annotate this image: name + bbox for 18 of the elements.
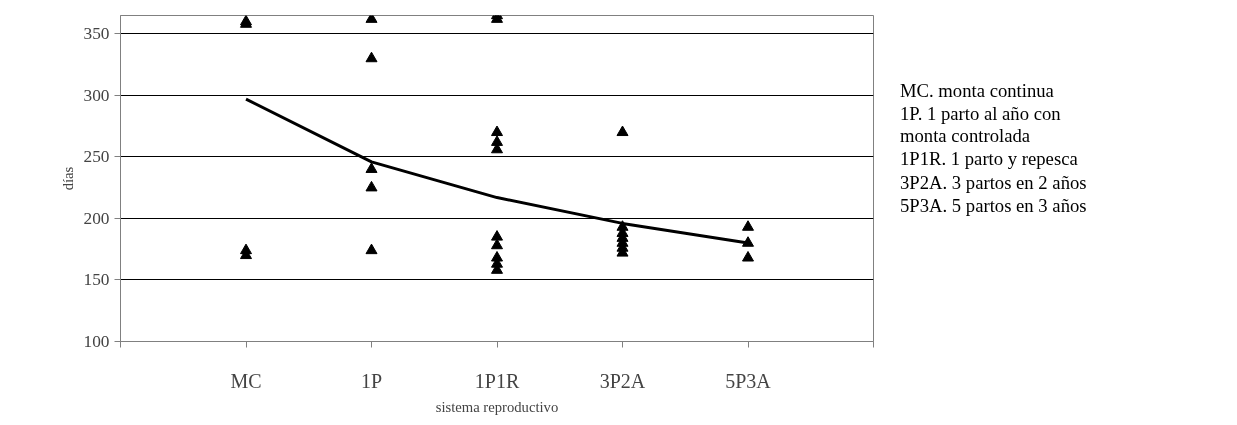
x-tick-label: MC bbox=[230, 369, 262, 392]
x-tick-label: 3P2A bbox=[599, 369, 646, 392]
x-tick-label: 1P1R bbox=[474, 369, 520, 392]
y-tick-label: 200 bbox=[83, 208, 110, 228]
y-axis-title: días bbox=[59, 166, 76, 191]
x-tick-label: 1P bbox=[360, 369, 383, 392]
text: 1P. 1 parto al año con monta controlada bbox=[900, 103, 1062, 147]
y-tick-label: 350 bbox=[83, 24, 110, 44]
x-tick-label: 5P3A bbox=[725, 369, 772, 392]
y-tick-label: 150 bbox=[83, 270, 110, 290]
text: 3P2A. 3 partos en 2 años bbox=[900, 171, 1088, 194]
text: 1P1R. 1 parto y repesca bbox=[900, 148, 1079, 170]
y-tick-label: 250 bbox=[83, 147, 110, 167]
x-axis-title: sistema reproductivo bbox=[435, 398, 559, 415]
text: 5P3A. 5 partos en 3 años bbox=[900, 195, 1088, 217]
text: MC. monta continua bbox=[900, 80, 1055, 102]
y-tick-label: 300 bbox=[83, 85, 110, 105]
y-tick-label: 100 bbox=[83, 332, 110, 351]
